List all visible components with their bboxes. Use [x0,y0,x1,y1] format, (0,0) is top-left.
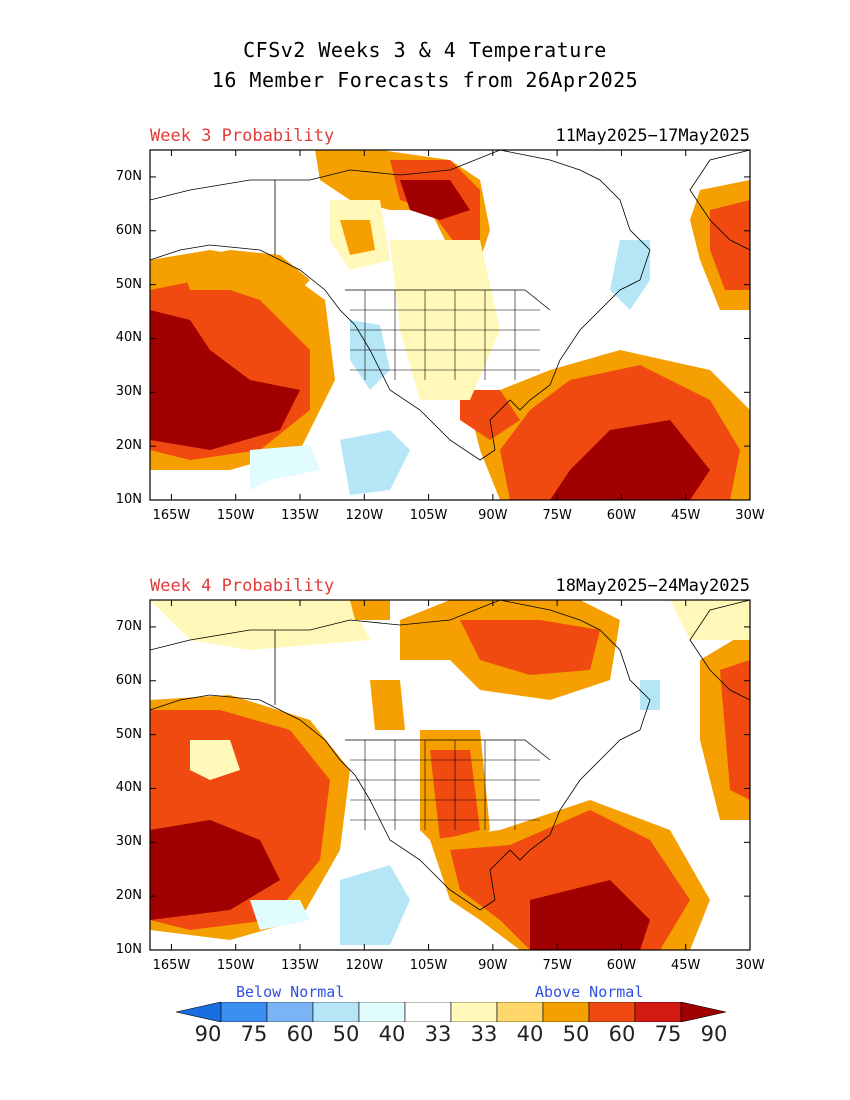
legend-swatch [220,1002,268,1022]
coastline [149,149,651,461]
legend-value: 40 [378,1022,406,1046]
shading-region [370,680,405,730]
lon-tick-label: 135W [281,958,319,973]
legend-value: 60 [608,1022,636,1046]
lon-tick-label: 90W [478,958,508,973]
lat-tick-label: 30N [115,384,142,400]
lat-tick-label: 70N [115,168,142,184]
lat-tick-label: 40N [115,780,142,796]
lon-tick-label: 135W [281,508,319,523]
week3-probability-map [149,149,751,501]
above-normal-label: Above Normal [535,983,644,1001]
shading-region [530,880,650,950]
shading-region [460,390,520,440]
lon-tick-label: 30W [735,958,765,973]
shading-region [250,900,310,930]
shading-region [610,240,650,310]
shading-region [460,620,600,675]
shading-region [400,180,470,220]
week4-dates: 18May2025−24May2025 [555,576,750,596]
legend-value: 90 [194,1022,222,1046]
legend-value: 50 [562,1022,590,1046]
shading-region [340,865,410,945]
legend-swatch [496,1002,544,1022]
map-frame [149,599,751,951]
shading-region [670,600,750,640]
us-canada-border [345,289,551,311]
lon-tick-label: 150W [216,508,255,523]
shading-region [180,250,310,300]
lat-tick-label: 10N [115,942,142,957]
legend-swatch [588,1002,636,1022]
legend-value: 33 [470,1022,498,1046]
lat-tick-label: 20N [115,438,142,454]
legend-value: 50 [332,1022,360,1046]
color-legend-bar [176,1002,726,1022]
lon-tick-label: 120W [345,508,384,523]
lat-tick-label: 40N [115,330,142,346]
week4-probability-map [149,599,751,951]
lon-tick-label: 165W [152,958,191,973]
shading-region [250,445,320,490]
shading-region [640,680,660,710]
shading-region [710,200,750,290]
shading-region [190,740,240,780]
lat-tick-label: 60N [115,222,142,238]
legend-value: 75 [240,1022,268,1046]
lat-tick-label: 70N [115,618,142,634]
lat-tick-label: 50N [115,726,142,742]
legend-swatch [176,1002,222,1022]
lon-tick-label: 60W [606,508,637,523]
lat-tick-label: 50N [115,276,142,292]
shading-region [550,420,710,500]
legend-swatch [266,1002,314,1022]
us-canada-border [345,739,551,761]
week4-label: Week 4 Probability [150,576,335,596]
lon-tick-label: 120W [345,958,384,973]
lon-tick-label: 45W [671,958,701,973]
lat-tick-label: 20N [115,888,142,904]
lon-tick-label: 75W [542,508,572,523]
week3-dates: 11May2025−17May2025 [555,126,750,146]
lat-tick-label: 60N [115,672,142,688]
lon-tick-label: 60W [606,958,637,973]
legend-swatch [680,1002,726,1022]
lon-tick-label: 75W [542,958,572,973]
legend-value: 90 [700,1022,728,1046]
legend-swatch [358,1002,406,1022]
legend-swatch [312,1002,360,1022]
shading-region [350,600,390,620]
lon-tick-label: 45W [671,508,701,523]
legend-swatch [634,1002,682,1022]
map-frame [149,149,751,501]
lon-tick-label: 30W [735,508,765,523]
lon-tick-label: 165W [152,508,191,523]
lon-tick-label: 90W [478,508,508,523]
shading-region [340,220,375,255]
shading-region [340,430,410,495]
shading-region [720,660,750,800]
coastline [149,599,651,911]
below-normal-label: Below Normal [236,983,345,1001]
legend-value: 75 [654,1022,682,1046]
legend-swatch [404,1002,452,1022]
legend-swatch [450,1002,498,1022]
chart-subtitle: 16 Member Forecasts from 26Apr2025 [211,68,639,92]
shading-region [150,310,300,450]
lon-tick-label: 150W [216,958,255,973]
legend-swatch [542,1002,590,1022]
shading-region [150,820,280,920]
legend-value: 33 [424,1022,452,1046]
lon-tick-label: 105W [409,508,448,523]
lat-tick-label: 30N [115,834,142,850]
shading-region [390,240,500,400]
legend-value: 60 [286,1022,314,1046]
chart-title: CFSv2 Weeks 3 & 4 Temperature [243,38,607,62]
lon-tick-label: 105W [409,958,448,973]
legend-value: 40 [516,1022,544,1046]
week3-label: Week 3 Probability [150,126,335,146]
lat-tick-label: 10N [115,492,142,507]
shading-region [350,320,390,390]
